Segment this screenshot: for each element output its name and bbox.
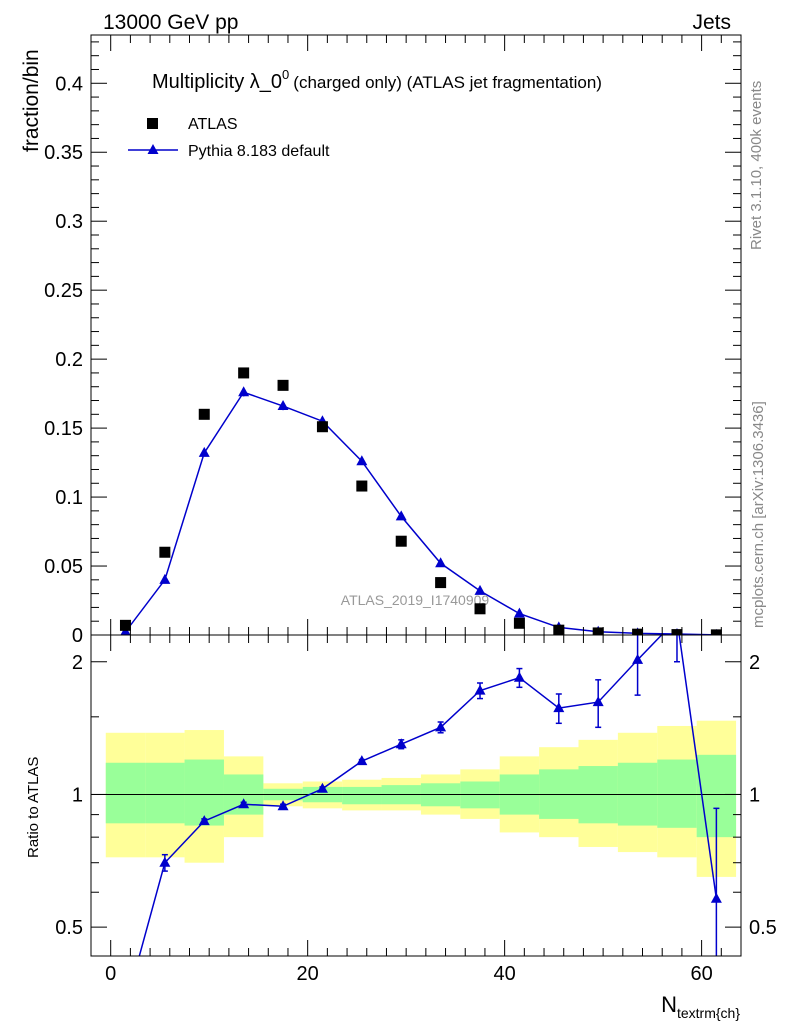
atlas-point [632, 628, 644, 635]
legend-pythia-marker [147, 144, 159, 154]
header-energy-label: 13000 GeV pp [103, 11, 238, 34]
main-axis-ticks: 0 0.05 0.1 0.15 0.2 0.25 0.3 0.35 0.4 [44, 35, 741, 647]
rivet-info-text: Rivet 3.1.10, 400k events [748, 81, 765, 250]
green-band-bin [184, 759, 224, 826]
ratio-point [632, 653, 644, 664]
pythia-point [159, 573, 171, 584]
atlas-point [316, 421, 328, 433]
ratio-y-tick-label-right: 1 [749, 784, 760, 806]
legend: ATLAS Pythia 8.183 default [128, 116, 330, 160]
ratio-y-tick-label-left: 0.5 [55, 917, 83, 939]
atlas-point [710, 629, 722, 635]
main-y-tick-label: 0.25 [44, 280, 83, 302]
ratio-point [592, 696, 604, 707]
plot-title-main: Multiplicity λ_0 [152, 71, 282, 93]
pythia-point [356, 455, 368, 466]
main-y-tick-label: 0.2 [55, 349, 83, 371]
legend-pythia-label: Pythia 8.183 default [188, 143, 330, 160]
atlas-point [277, 379, 289, 391]
ratio-y-tick-label-left: 1 [72, 784, 83, 806]
main-series-group [119, 367, 722, 635]
ratio-point [277, 800, 289, 811]
ratio-point [356, 755, 368, 766]
pythia-point [238, 386, 250, 397]
ratio-point [513, 671, 525, 682]
pythia-point [513, 607, 525, 618]
atlas-point [553, 624, 565, 635]
atlas-point [435, 577, 447, 589]
x-tick-label: 0 [105, 963, 116, 985]
atlas-point [592, 627, 604, 635]
main-y-tick-label: 0.3 [55, 211, 83, 233]
mcplots-info-text: mcplots.cern.ch [arXiv:1306.3436] [750, 401, 767, 628]
atlas-point [198, 408, 210, 420]
ratio-series-group [120, 613, 722, 1011]
ratio-point [395, 738, 407, 749]
ratio-axis-ticks: 0.5 0.51 12 20 20 40 60 [55, 635, 777, 985]
ratio-y-axis-label: Ratio to ATLAS [25, 757, 42, 858]
main-y-tick-label: 0.05 [44, 556, 83, 578]
main-y-tick-label: 0 [72, 625, 83, 647]
ratio-line [138, 635, 718, 956]
legend-atlas-label: ATLAS [188, 116, 238, 133]
ratio-point [553, 702, 565, 713]
pythia-line [124, 391, 717, 635]
atlas-point [671, 629, 683, 635]
main-y-tick-label: 0.4 [55, 73, 83, 95]
ratio-point [316, 782, 328, 793]
main-y-tick-label: 0.35 [44, 142, 83, 164]
atlas-point [159, 546, 171, 558]
plot-title-rest: (charged only) (ATLAS jet fragmentation) [293, 73, 602, 92]
x-axis-label: Ntextrm{ch} [661, 992, 740, 1021]
header-process-label: Jets [692, 11, 731, 34]
ratio-y-tick-label-left: 2 [72, 652, 83, 674]
green-band-bin [342, 786, 382, 805]
ratio-uncertainty-bands [105, 720, 737, 877]
ratio-point [435, 721, 447, 732]
main-y-tick-label: 0.15 [44, 418, 83, 440]
green-band-bin [145, 762, 185, 824]
pythia-point [198, 446, 210, 457]
plot-title-superscript: 0 [282, 67, 289, 82]
x-axis-label-main: N [661, 992, 677, 1017]
pythia-point [395, 510, 407, 521]
atlas-point [356, 480, 368, 492]
atlas-point [474, 603, 486, 615]
ratio-point [474, 684, 486, 695]
main-y-axis-label: fraction/bin [20, 49, 43, 152]
ratio-point [159, 856, 171, 867]
plot-title: Multiplicity λ_00 (charged only) (ATLAS j… [152, 67, 602, 93]
x-tick-label: 60 [690, 963, 712, 985]
x-tick-label: 20 [297, 963, 319, 985]
green-band-bin [105, 762, 146, 824]
pythia-point [435, 557, 447, 568]
x-tick-label: 40 [494, 963, 516, 985]
ratio-point [120, 1001, 131, 1011]
pythia-point [474, 584, 486, 595]
main-y-tick-label: 0.1 [55, 487, 83, 509]
ratio-point [710, 892, 722, 903]
analysis-watermark: ATLAS_2019_I1740909 [341, 592, 490, 608]
atlas-point [119, 619, 131, 631]
ratio-y-tick-label-right: 2 [749, 652, 760, 674]
ratio-plot-frame [90, 634, 742, 957]
ratio-point [238, 798, 250, 809]
atlas-point [395, 535, 407, 547]
atlas-point [238, 367, 250, 379]
ratio-y-tick-label-right: 0.5 [749, 917, 777, 939]
ratio-point [671, 613, 682, 623]
legend-atlas-marker [147, 118, 158, 129]
pythia-point [277, 400, 289, 411]
green-band-bin [657, 759, 697, 828]
atlas-point [513, 617, 525, 629]
ratio-point [198, 815, 210, 826]
x-axis-label-sub: textrm{ch} [677, 1005, 740, 1021]
